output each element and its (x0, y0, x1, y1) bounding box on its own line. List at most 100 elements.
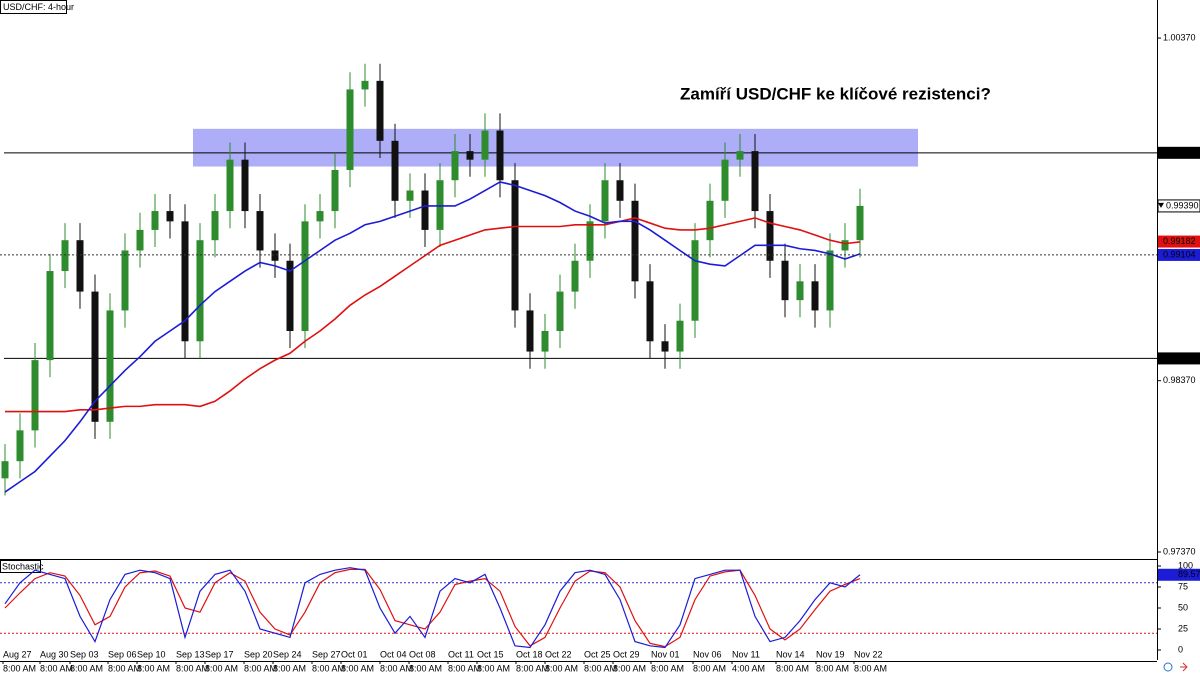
x-date-label: Sep 03 (70, 649, 99, 659)
candle-body (346, 89, 354, 170)
x-time-label: 8:00 AM (477, 663, 510, 673)
candle-body (361, 80, 369, 90)
candle-body (526, 310, 534, 352)
x-time-label: 8:00 AM (341, 663, 374, 673)
level-label: 0.98500 (1163, 353, 1196, 363)
x-time-label: 8:00 AM (108, 663, 141, 673)
x-date-label: Nov 14 (776, 649, 805, 659)
candle-body (826, 250, 834, 311)
chart-title: USD/CHF: 4-hour (3, 2, 74, 12)
candle-body (406, 190, 414, 201)
x-time-label: 8:00 AM (40, 663, 73, 673)
title-box (0, 0, 67, 14)
x-time-label: 8:00 AM (205, 663, 238, 673)
candle-body (436, 180, 444, 230)
stochastic-label-bg (1158, 568, 1200, 581)
x-time-label: 8:00 AM (380, 663, 413, 673)
x-date-label: Sep 17 (205, 649, 234, 659)
y-tick-label: 25 (1178, 623, 1188, 633)
candle-body (631, 200, 639, 282)
candle-body (31, 360, 39, 431)
x-time-label: 8:00 AM (137, 663, 170, 673)
candle-body (301, 221, 309, 331)
candle-body (76, 240, 84, 292)
x-date-label: Oct 08 (409, 649, 436, 659)
candle-body (121, 250, 129, 311)
candle-body (511, 180, 519, 311)
candle-body (661, 341, 669, 352)
stochastic-value-label: 89.57 (1178, 569, 1200, 579)
x-date-label: Oct 22 (545, 649, 572, 659)
x-date-label: Nov 19 (816, 649, 845, 659)
x-time-label: 4:00 AM (732, 663, 765, 673)
x-date-label: Aug 30 (40, 649, 69, 659)
candle-body (61, 240, 69, 272)
candle-body (736, 151, 744, 160)
candle-body (496, 130, 504, 181)
candle-body (691, 240, 699, 321)
x-time-label: 8:00 AM (70, 663, 103, 673)
x-date-label: Sep 27 (312, 649, 341, 659)
candle-body (1, 461, 9, 479)
x-date-label: Sep 24 (273, 649, 302, 659)
candle-body (151, 211, 159, 230)
x-date-label: Oct 15 (477, 649, 504, 659)
x-time-label: 8:00 AM (816, 663, 849, 673)
candle-body (106, 310, 114, 422)
candle-body (316, 211, 324, 222)
candle-body (781, 260, 789, 301)
panel-title: Stochastic (2, 561, 44, 571)
level-label: 0.99700 (1163, 147, 1196, 157)
x-time-label: 8:00 AM (312, 663, 345, 673)
x-date-label: Oct 29 (613, 649, 640, 659)
panel-title-box (0, 560, 41, 573)
candle-body (466, 151, 474, 160)
candle-body (211, 211, 219, 241)
candle-body (271, 250, 279, 261)
level-label-bg (1158, 352, 1200, 365)
candle-body (16, 430, 24, 462)
candle-body (616, 180, 624, 201)
scroll-icon[interactable] (1180, 662, 1188, 672)
last-price-bg (1157, 199, 1200, 213)
resistance-zone (193, 128, 918, 167)
x-time-label: 8:00 AM (176, 663, 209, 673)
x-time-label: 8:00 AM (3, 663, 36, 673)
x-time-label: 8:00 AM (776, 663, 809, 673)
x-time-label: 8:00 AM (244, 663, 277, 673)
ma-label-bg (1158, 248, 1200, 261)
moving-average (4, 181, 861, 493)
last-price-label: 0.99390 (1166, 200, 1199, 210)
x-date-label: Nov 11 (732, 649, 760, 659)
x-time-label: 8:00 AM (273, 663, 306, 673)
candle-body (721, 159, 729, 201)
y-tick-label: 0.97370 (1163, 546, 1196, 556)
candle-body (286, 260, 294, 331)
x-date-label: Sep 06 (108, 649, 137, 659)
x-time-label: 8:00 AM (448, 663, 481, 673)
x-time-label: 8:00 AM (545, 663, 578, 673)
x-time-label: 8:00 AM (651, 663, 684, 673)
link-icon[interactable] (1163, 662, 1173, 672)
candle-body (811, 281, 819, 311)
x-time-label: 8:00 AM (854, 663, 887, 673)
candle-body (586, 221, 594, 261)
candle-body (646, 281, 654, 342)
ma-label-bg (1158, 235, 1200, 248)
candle-body (841, 240, 849, 251)
candle-body (571, 260, 579, 292)
y-tick-label: 1.00370 (1163, 32, 1196, 42)
candle-body (391, 140, 399, 201)
moving-average (5, 217, 861, 413)
stochastic-line (4, 567, 861, 649)
x-date-label: Oct 25 (584, 649, 611, 659)
x-date-label: Sep 20 (244, 649, 273, 659)
candle-body (421, 190, 429, 230)
candle-body (91, 291, 99, 422)
x-time-label: 8:00 AM (516, 663, 549, 673)
candle-body (256, 211, 264, 251)
candle-body (226, 159, 234, 212)
y-tick-label: 0 (1178, 644, 1183, 654)
annotation: Zamíří USD/CHF ke klíčové rezistenci? (680, 84, 991, 103)
